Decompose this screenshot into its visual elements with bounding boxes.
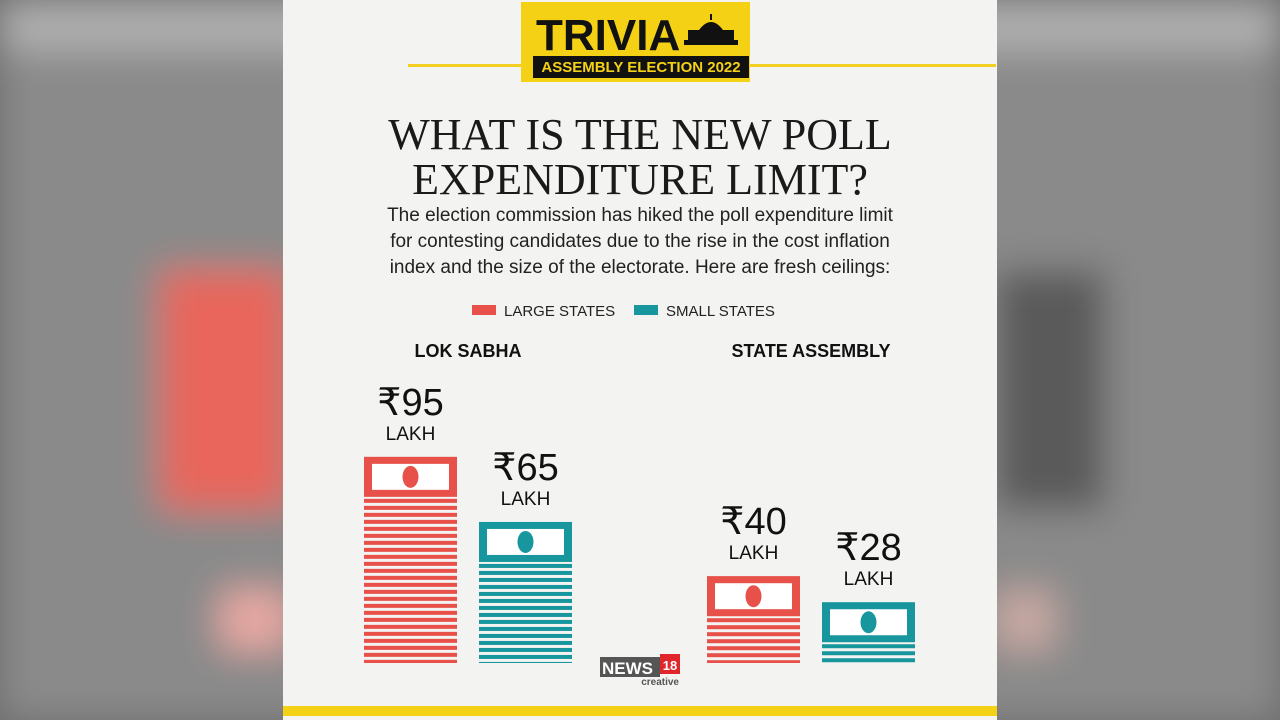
banknote-coin <box>745 585 762 608</box>
category-label: LOK SABHA <box>415 341 522 361</box>
chart-subtitle: The election commission has hiked the po… <box>387 205 894 278</box>
header-subtitle: ASSEMBLY ELECTION 2022 <box>541 59 740 76</box>
value-label: ₹28 LAKH <box>835 527 901 590</box>
header-title: TRIVIA <box>536 11 680 60</box>
chart-title: WHAT IS THE NEW POLL EXPENDITURE LIMIT? <box>388 110 892 204</box>
building-icon <box>684 14 738 45</box>
banknote-coin <box>402 465 419 488</box>
category-label: STATE ASSEMBLY <box>731 341 890 361</box>
legend-label: LARGE STATES <box>504 303 615 320</box>
value-label: ₹40 LAKH <box>720 501 786 564</box>
value-label: ₹95 LAKH <box>377 382 443 445</box>
banknote-coin <box>860 611 877 634</box>
header-band <box>533 56 749 78</box>
brand-name: NEWS <box>602 659 653 678</box>
brand-number: 18 <box>663 658 677 673</box>
legend-swatch <box>472 305 496 315</box>
money-stack <box>364 456 457 663</box>
money-stack <box>822 602 915 663</box>
legend-swatch <box>634 305 658 315</box>
money-stack <box>479 521 572 663</box>
money-stack <box>707 576 800 663</box>
legend-label: SMALL STATES <box>666 303 775 320</box>
banknote-coin <box>517 530 534 553</box>
brand-tag: creative <box>641 677 679 688</box>
value-label: ₹65 LAKH <box>492 447 558 510</box>
brand-logo: NEWS 18 creative <box>600 654 680 688</box>
footer-strip <box>283 706 997 716</box>
